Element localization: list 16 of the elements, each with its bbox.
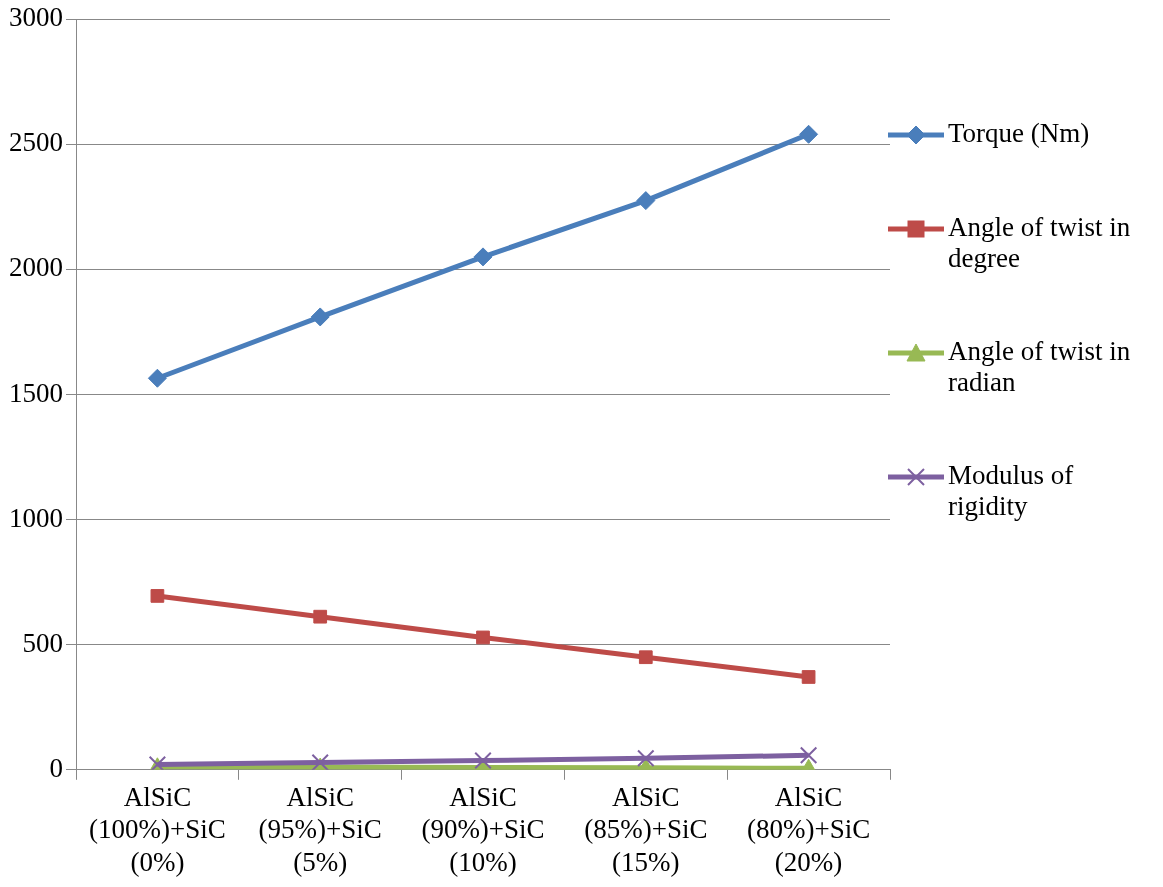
legend-label: Angle of twist in degree — [948, 212, 1132, 274]
x-tick-label: AlSiC (95%)+SiC (5%) — [258, 782, 382, 877]
y-tick-label: 1000 — [9, 502, 63, 533]
x-tick-label: AlSiC (80%)+SiC (20%) — [746, 782, 871, 877]
legend-label: Modulus of rigidity — [948, 460, 1075, 522]
x-tick-label: AlSiC (100%)+SiC (0%) — [89, 782, 226, 877]
y-tick-label: 1500 — [9, 377, 63, 408]
y-tick-label: 500 — [22, 627, 63, 658]
y-tick-label: 3000 — [9, 2, 63, 33]
y-tick-label: 2000 — [9, 252, 63, 283]
y-tick-label: 2500 — [9, 127, 63, 158]
x-tick-label: AlSiC (85%)+SiC (15%) — [584, 782, 708, 877]
y-tick-label: 0 — [49, 752, 63, 783]
legend-label: Angle of twist in radian — [948, 336, 1132, 398]
x-tick-label: AlSiC (90%)+SiC (10%) — [421, 782, 545, 877]
legend-label: Torque (Nm) — [948, 118, 1090, 149]
